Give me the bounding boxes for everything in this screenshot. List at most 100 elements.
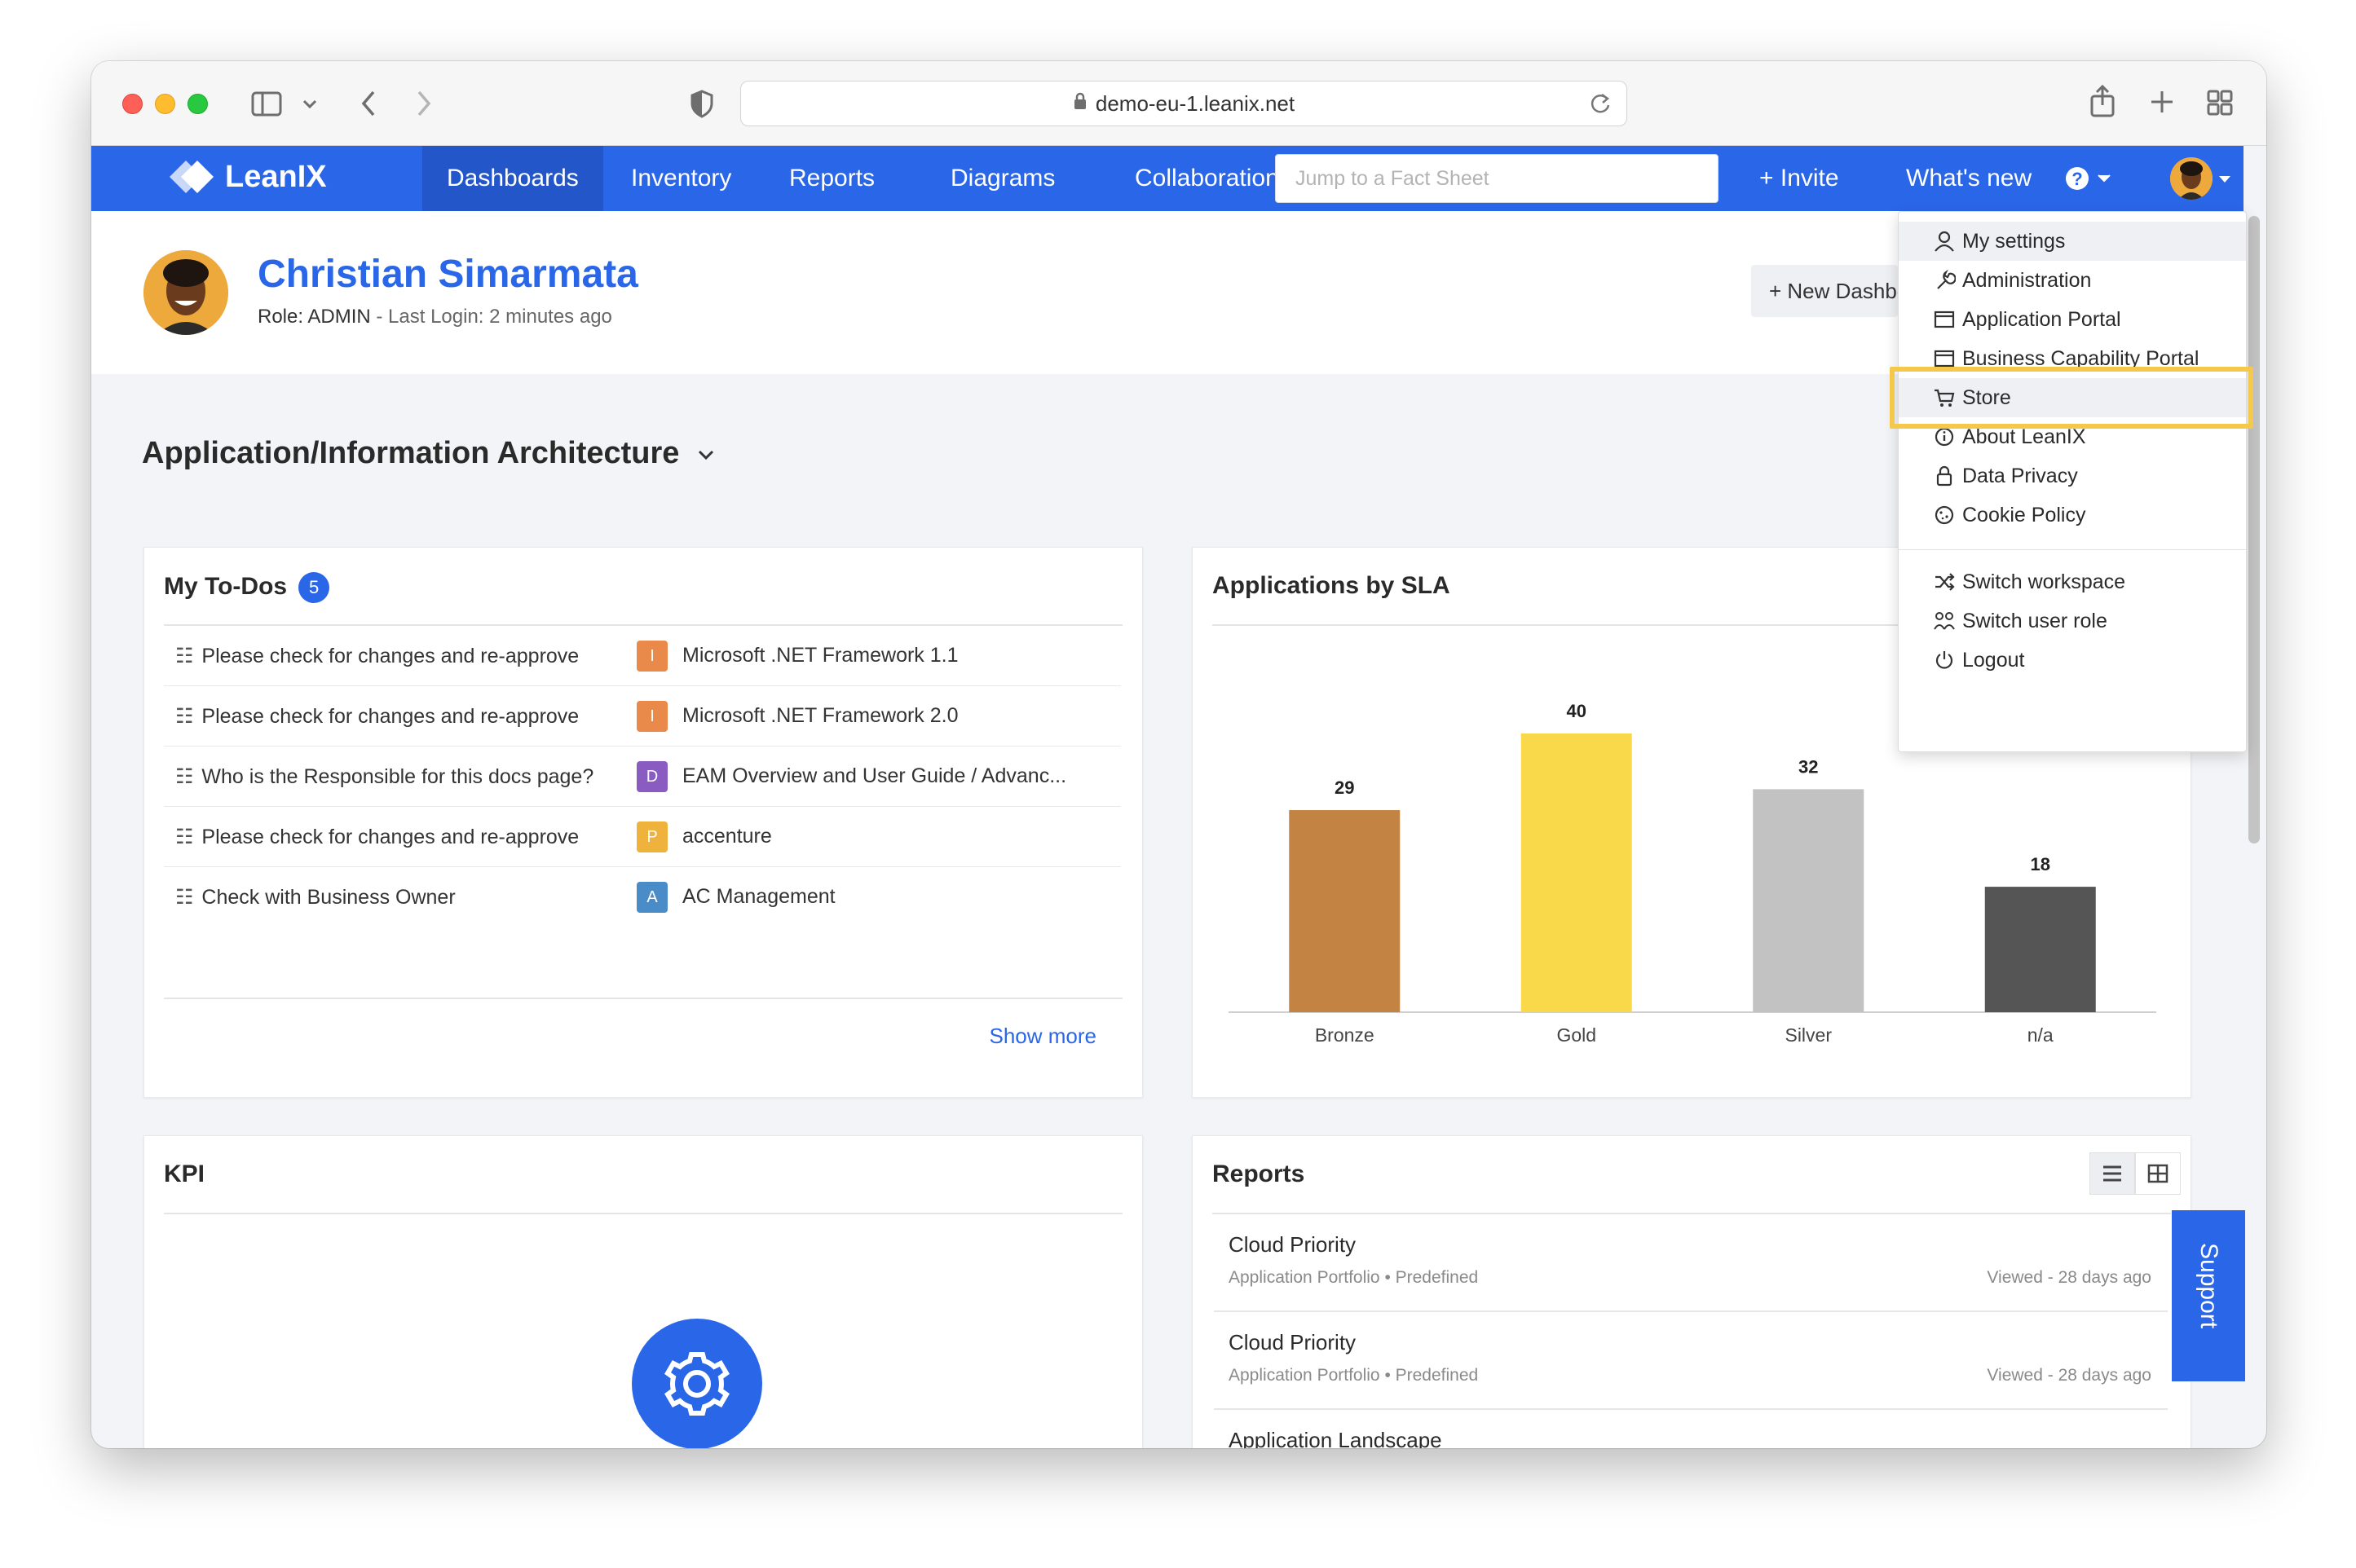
minimize-window-button[interactable] — [155, 94, 175, 114]
nav-dashboards[interactable]: Dashboards — [422, 146, 603, 211]
menu-application-portal[interactable]: Application Portal — [1899, 300, 2246, 339]
nav-reports[interactable]: Reports — [789, 165, 876, 192]
menu-store[interactable]: Store — [1899, 378, 2246, 417]
bar-gold[interactable] — [1520, 733, 1632, 1012]
chevron-down-icon[interactable] — [2217, 174, 2232, 185]
user-role-line: Role: ADMIN - Last Login: 2 minutes ago — [258, 306, 612, 328]
menu-data-privacy[interactable]: Data Privacy — [1899, 456, 2246, 496]
grid-view-toggle[interactable] — [2135, 1152, 2181, 1195]
fact-sheet-link[interactable]: AC Management — [682, 885, 836, 908]
report-viewed: Viewed - 28 days ago — [1987, 1366, 2151, 1385]
sla-title: Applications by SLA — [1212, 572, 1450, 599]
user-avatar-button[interactable] — [2170, 157, 2213, 200]
bar-value-label: 32 — [1798, 756, 1818, 777]
kpi-settings-button[interactable] — [632, 1319, 762, 1448]
todos-card: My To-Dos 5 ☷ Please check for changes and… — [143, 547, 1143, 1098]
support-tab[interactable]: Support — [2172, 1210, 2245, 1381]
fact-sheet-link[interactable]: Microsoft .NET Framework 2.0 — [682, 704, 959, 727]
user-menu-dropdown: My settings Administration Application P… — [1898, 211, 2247, 752]
category-tick-label: n/a — [2027, 1024, 2054, 1046]
report-row[interactable]: Cloud Priority Application Portfolio • P… — [1214, 1312, 2168, 1410]
back-icon[interactable] — [359, 89, 378, 118]
browser-toolbar: demo-eu-1.leanix.net — [91, 61, 2266, 146]
share-icon[interactable] — [2089, 84, 2116, 118]
forward-icon[interactable] — [414, 89, 434, 118]
category-tick-label: Silver — [1785, 1024, 1832, 1046]
report-row[interactable]: Application Landscape — [1214, 1410, 2168, 1448]
profile-header: Christian Simarmata Role: ADMIN - Last L… — [91, 211, 2243, 374]
menu-logout[interactable]: Logout — [1899, 641, 2246, 680]
fact-sheet-link[interactable]: accenture — [682, 825, 772, 848]
task-list-icon: ☷ — [175, 765, 194, 788]
user-name: Christian Simarmata — [258, 253, 638, 296]
report-subtitle: Application Portfolio • Predefined — [1229, 1268, 1479, 1287]
menu-cookie-policy[interactable]: Cookie Policy — [1899, 496, 2246, 535]
menu-administration[interactable]: Administration — [1899, 261, 2246, 300]
reload-icon[interactable] — [1589, 91, 1612, 116]
nav-inventory[interactable]: Inventory — [631, 165, 732, 192]
todo-row[interactable]: ☷ Please check for changes and re-approve… — [164, 807, 1121, 867]
sidebar-toggle-icon[interactable] — [251, 90, 284, 118]
bar-n-a[interactable] — [1984, 887, 2096, 1012]
bar-value-label: 40 — [1567, 701, 1586, 721]
privacy-shield-icon[interactable] — [690, 89, 714, 118]
report-title: Cloud Priority — [1229, 1330, 1357, 1354]
last-login: - Last Login: 2 minutes ago — [376, 306, 612, 328]
zoom-window-button[interactable] — [188, 94, 208, 114]
page-scrollbar[interactable] — [2248, 216, 2260, 843]
task-list-icon: ☷ — [175, 705, 194, 728]
report-row[interactable]: Cloud Priority Application Portfolio • P… — [1214, 1214, 2168, 1312]
report-subtitle: Application Portfolio • Predefined — [1229, 1366, 1479, 1385]
bar-silver[interactable] — [1753, 789, 1864, 1012]
whats-new-button[interactable]: What's new — [1906, 165, 2032, 192]
task-list-icon: ☷ — [175, 826, 194, 848]
report-viewed: Viewed - 28 days ago — [1987, 1268, 2151, 1287]
main-navbar: LeanIX Dashboards Inventory Reports Diag… — [91, 146, 2243, 211]
bar-value-label: 18 — [2031, 854, 2050, 874]
todos-count-badge: 5 — [298, 572, 330, 603]
list-view-toggle[interactable] — [2089, 1152, 2135, 1195]
invite-button[interactable]: + Invite — [1759, 165, 1839, 192]
browser-window: demo-eu-1.leanix.net — [91, 61, 2266, 1448]
info-icon — [1935, 427, 1954, 447]
question-circle-icon[interactable]: ? — [2064, 165, 2116, 192]
kpi-card: KPI — [143, 1135, 1143, 1448]
category-tick-label: Bronze — [1315, 1024, 1374, 1046]
bar-bronze[interactable] — [1289, 810, 1401, 1012]
address-bar[interactable]: demo-eu-1.leanix.net — [740, 81, 1627, 126]
menu-about-leanix[interactable]: About LeanIX — [1899, 417, 2246, 456]
grid-icon — [2147, 1164, 2168, 1183]
fact-sheet-search-input[interactable] — [1275, 154, 1718, 203]
fact-sheet-link[interactable]: Microsoft .NET Framework 1.1 — [682, 644, 959, 667]
chevron-down-icon[interactable] — [302, 99, 318, 110]
window-icon — [1934, 311, 1955, 328]
fact-type-chip: D — [637, 761, 668, 792]
shuffle-icon — [1935, 573, 1955, 591]
task-list-icon: ☷ — [175, 886, 194, 909]
show-more-link[interactable]: Show more — [989, 1024, 1097, 1048]
fact-type-chip: P — [637, 821, 668, 852]
cart-icon — [1935, 389, 1955, 407]
todo-row[interactable]: ☷ Who is the Responsible for this docs pa… — [164, 747, 1121, 807]
tab-overview-icon[interactable] — [2206, 89, 2234, 117]
todo-row[interactable]: ☷ Check with Business Owner A AC Manageme… — [164, 867, 1121, 927]
new-dashboard-button[interactable]: + New Dashboard — [1751, 265, 1898, 317]
avatar — [2170, 157, 2213, 200]
support-label: Support — [2195, 1243, 2222, 1329]
todo-row[interactable]: ☷ Please check for changes and re-approve… — [164, 686, 1121, 747]
fact-sheet-link[interactable]: EAM Overview and User Guide / Advanc... — [682, 764, 1067, 787]
cookie-icon — [1935, 505, 1954, 525]
window-icon — [1934, 350, 1955, 368]
new-tab-icon[interactable] — [2149, 89, 2175, 115]
menu-switch-user-role[interactable]: Switch user role — [1899, 601, 2246, 641]
dashboard-title[interactable]: Application/Information Architecture — [142, 436, 716, 471]
nav-collaboration[interactable]: Collaboration — [1135, 165, 1279, 192]
todo-row[interactable]: ☷ Please check for changes and re-approve… — [164, 626, 1121, 686]
menu-switch-workspace[interactable]: Switch workspace — [1899, 562, 2246, 601]
nav-diagrams[interactable]: Diagrams — [951, 165, 1056, 192]
menu-my-settings[interactable]: My settings — [1899, 222, 2246, 261]
profile-avatar — [143, 250, 228, 335]
leanix-logo[interactable]: LeanIX — [166, 157, 327, 196]
menu-business-capability-portal[interactable]: Business Capability Portal — [1899, 339, 2246, 378]
close-window-button[interactable] — [122, 94, 143, 114]
